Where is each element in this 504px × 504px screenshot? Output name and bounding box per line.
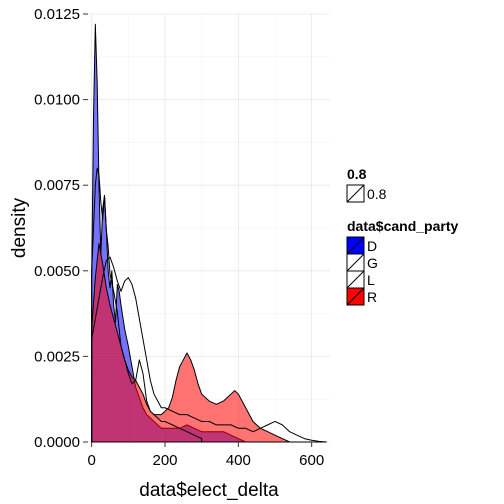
legend-label: R xyxy=(367,289,377,305)
x-tick-label: 0 xyxy=(87,452,95,469)
legend-key-R xyxy=(346,287,365,306)
legend-swatch-line xyxy=(346,253,365,272)
density-series-R xyxy=(91,242,291,443)
y-axis-title: density xyxy=(9,197,30,258)
legend-swatch-line xyxy=(346,287,365,306)
legend-title: 0.8 xyxy=(347,166,367,182)
x-tick-label: 400 xyxy=(226,452,251,469)
legend-key-L xyxy=(346,270,365,289)
legend-title: data$cand_party xyxy=(347,218,458,234)
legend-label: D xyxy=(367,238,377,254)
y-tick-label: 0.0125 xyxy=(34,6,80,23)
legend-key-0.8 xyxy=(346,184,365,203)
y-tick-label: 0.0050 xyxy=(34,263,80,280)
x-tick-label: 600 xyxy=(299,452,324,469)
density-series-G xyxy=(91,167,203,443)
legend-key-D xyxy=(346,236,365,255)
series-layer xyxy=(91,23,327,443)
legend-swatch-line xyxy=(346,184,365,203)
legend-swatch-line xyxy=(346,236,365,255)
legend-label: L xyxy=(367,272,375,288)
legend-label: 0.8 xyxy=(367,186,387,202)
x-tick-label: 200 xyxy=(152,452,177,469)
density-series-L xyxy=(91,256,327,443)
legend-label: G xyxy=(367,255,378,271)
y-tick-label: 0.0075 xyxy=(34,177,80,194)
x-axis-title: data$elect_delta xyxy=(139,480,279,501)
y-tick-label: 0.0000 xyxy=(34,434,80,451)
legend-key-G xyxy=(346,253,365,272)
y-tick-label: 0.0100 xyxy=(34,92,80,109)
y-tick-label: 0.0025 xyxy=(34,348,80,365)
axes: 0.0000 0.0025 0.0050 0.0075 0.0100 0.0125 0 200… xyxy=(34,6,324,469)
legend-swatch-line xyxy=(346,270,365,289)
